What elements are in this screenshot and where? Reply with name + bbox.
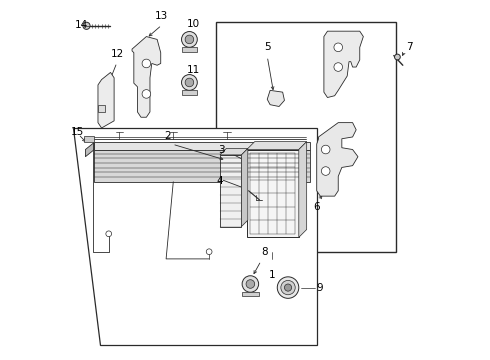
- Text: 13: 13: [155, 12, 169, 22]
- Text: 5: 5: [264, 42, 270, 52]
- Polygon shape: [299, 141, 307, 237]
- Text: 6: 6: [314, 202, 320, 212]
- Polygon shape: [317, 123, 358, 196]
- Circle shape: [142, 59, 151, 68]
- Polygon shape: [85, 142, 95, 157]
- Text: 10: 10: [186, 19, 199, 29]
- Text: 14: 14: [74, 20, 88, 30]
- Circle shape: [281, 280, 295, 295]
- Text: 4: 4: [217, 176, 223, 186]
- Text: 7: 7: [406, 42, 412, 52]
- Polygon shape: [98, 72, 114, 128]
- Circle shape: [242, 276, 259, 292]
- Text: 11: 11: [186, 65, 199, 75]
- Circle shape: [334, 63, 343, 71]
- Circle shape: [321, 145, 330, 154]
- Text: 12: 12: [110, 49, 123, 59]
- Bar: [220, 155, 242, 226]
- Circle shape: [106, 231, 112, 237]
- Circle shape: [181, 75, 197, 90]
- Text: 1: 1: [269, 270, 275, 280]
- Bar: [216, 22, 395, 252]
- Text: 9: 9: [317, 283, 323, 293]
- Polygon shape: [95, 149, 310, 182]
- Bar: [242, 292, 259, 296]
- Circle shape: [142, 90, 151, 98]
- Polygon shape: [247, 141, 307, 149]
- Circle shape: [206, 249, 212, 255]
- Text: 8: 8: [261, 247, 268, 257]
- Text: 2: 2: [165, 131, 171, 140]
- Polygon shape: [132, 37, 161, 117]
- Circle shape: [181, 32, 197, 47]
- Polygon shape: [220, 148, 248, 155]
- Circle shape: [394, 54, 400, 60]
- Bar: [181, 90, 197, 95]
- Polygon shape: [267, 90, 285, 107]
- Bar: [247, 149, 299, 237]
- Circle shape: [185, 78, 194, 87]
- Circle shape: [246, 280, 255, 288]
- Polygon shape: [95, 142, 310, 149]
- Circle shape: [277, 277, 299, 298]
- Circle shape: [334, 43, 343, 51]
- Bar: [98, 105, 105, 112]
- Circle shape: [321, 167, 330, 175]
- Polygon shape: [242, 148, 248, 226]
- Text: 3: 3: [219, 144, 225, 154]
- Text: 15: 15: [71, 127, 84, 136]
- Polygon shape: [84, 136, 95, 142]
- Bar: [181, 47, 197, 51]
- Polygon shape: [324, 31, 364, 98]
- Polygon shape: [73, 128, 317, 345]
- Circle shape: [83, 22, 90, 30]
- Circle shape: [285, 284, 292, 291]
- Circle shape: [185, 35, 194, 44]
